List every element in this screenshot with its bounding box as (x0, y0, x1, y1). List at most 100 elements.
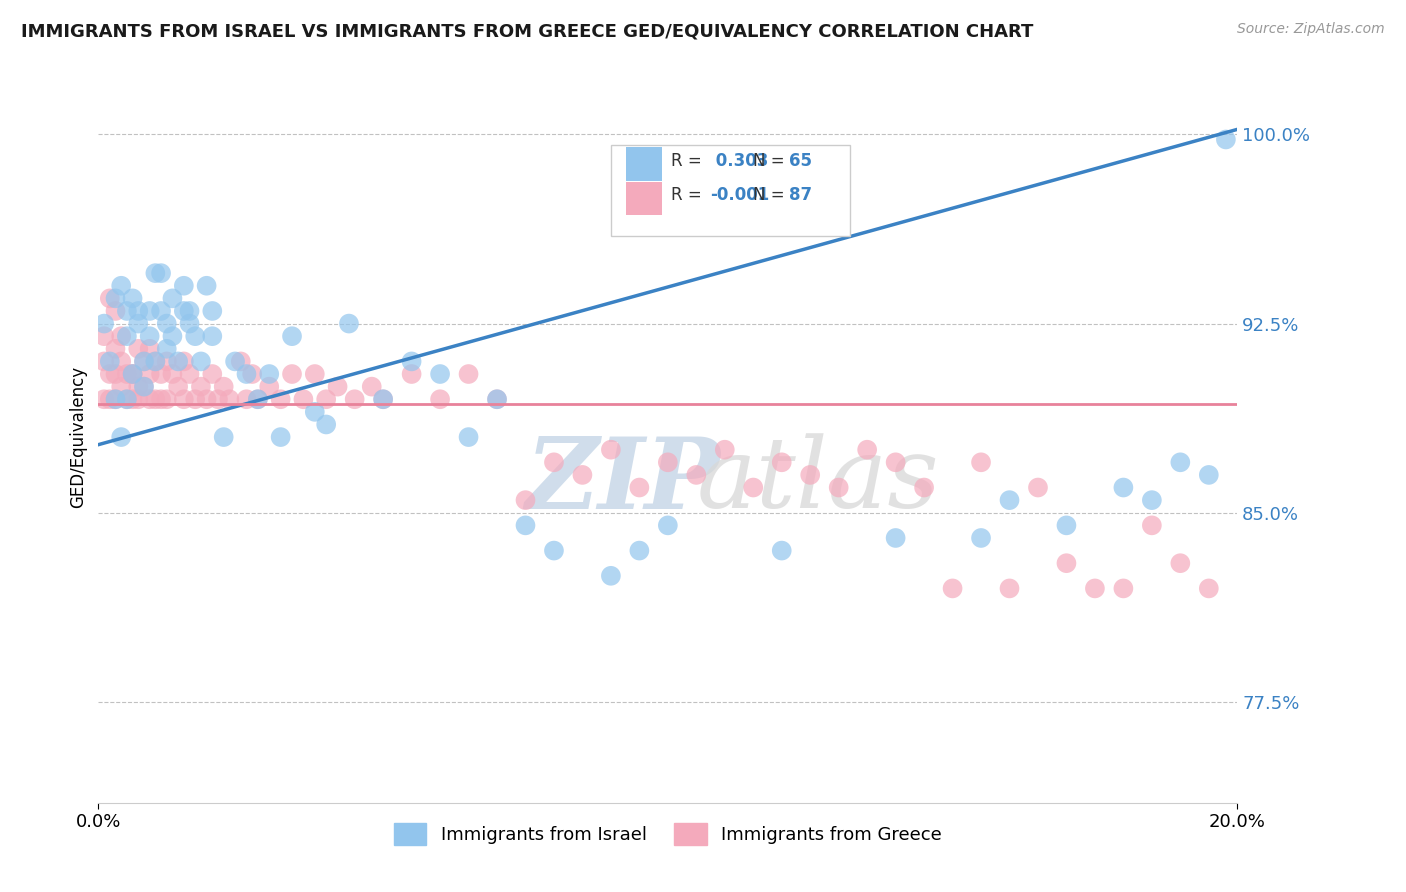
Point (1056, 556, 1078, 570)
Point (201, 329, 224, 343)
Point (998, 582, 1021, 596)
Point (1215, 132, 1237, 146)
Point (571, 467, 593, 482)
Y-axis label: GED/Equivalency: GED/Equivalency (69, 366, 87, 508)
Point (145, 354, 167, 368)
Point (132, 379, 155, 393)
Point (138, 329, 160, 343)
Point (1170, 556, 1192, 570)
Point (942, 582, 965, 596)
Point (121, 367, 143, 381)
FancyBboxPatch shape (612, 145, 851, 235)
Point (770, 543, 793, 558)
Point (115, 329, 138, 343)
Text: R =: R = (671, 186, 707, 204)
Point (856, 442, 879, 457)
Point (156, 392, 179, 407)
Text: N =: N = (754, 152, 790, 169)
Point (912, 481, 935, 495)
Point (770, 455, 793, 469)
Point (486, 392, 509, 407)
Legend: Immigrants from Israel, Immigrants from Greece: Immigrants from Israel, Immigrants from … (387, 816, 949, 852)
Point (304, 405, 326, 419)
Point (224, 354, 246, 368)
Point (179, 367, 201, 381)
Point (373, 392, 395, 407)
Point (628, 481, 651, 495)
Point (132, 354, 155, 368)
Point (1198, 467, 1220, 482)
Point (270, 430, 292, 444)
Point (401, 354, 423, 368)
Point (1140, 493, 1163, 508)
Point (115, 304, 138, 318)
Point (93, 317, 115, 331)
Point (600, 442, 623, 457)
Text: IMMIGRANTS FROM ISRAEL VS IMMIGRANTS FROM GREECE GED/EQUIVALENCY CORRELATION CHA: IMMIGRANTS FROM ISRAEL VS IMMIGRANTS FRO… (21, 22, 1033, 40)
Point (1112, 481, 1135, 495)
Point (167, 354, 190, 368)
Point (93, 354, 115, 368)
Point (235, 367, 257, 381)
Point (429, 392, 451, 407)
Point (515, 493, 537, 508)
Text: atlas: atlas (696, 434, 939, 529)
Point (207, 392, 229, 407)
Point (212, 430, 235, 444)
Point (201, 367, 224, 381)
Point (127, 342, 149, 356)
Point (714, 442, 737, 457)
Point (162, 329, 184, 343)
Text: Source: ZipAtlas.com: Source: ZipAtlas.com (1237, 22, 1385, 37)
Point (657, 518, 679, 533)
Point (173, 304, 195, 318)
Point (132, 379, 155, 393)
Point (685, 467, 707, 482)
Point (828, 481, 851, 495)
Point (110, 278, 132, 293)
Point (150, 304, 173, 318)
Point (218, 392, 240, 407)
Point (93, 392, 115, 407)
Point (104, 392, 127, 407)
Point (270, 392, 292, 407)
Point (1056, 518, 1078, 533)
Point (246, 392, 269, 407)
Point (1140, 518, 1163, 533)
Point (127, 379, 149, 393)
Point (195, 392, 218, 407)
Point (145, 354, 167, 368)
Point (93, 329, 115, 343)
Point (98, 291, 121, 305)
Point (628, 543, 651, 558)
Point (179, 317, 201, 331)
Point (360, 379, 382, 393)
Point (104, 342, 127, 356)
Text: 65: 65 (789, 152, 811, 169)
Point (401, 367, 423, 381)
Point (486, 392, 509, 407)
Text: ZIP: ZIP (526, 433, 720, 529)
Point (281, 329, 304, 343)
Point (150, 266, 173, 280)
Point (150, 367, 173, 381)
FancyBboxPatch shape (626, 182, 662, 216)
Point (121, 367, 143, 381)
Point (110, 430, 132, 444)
Point (246, 392, 269, 407)
Point (145, 266, 167, 280)
Point (429, 367, 451, 381)
Point (110, 329, 132, 343)
FancyBboxPatch shape (626, 147, 662, 181)
Point (1084, 582, 1107, 596)
Point (259, 379, 281, 393)
Point (515, 518, 537, 533)
Point (115, 367, 138, 381)
Point (201, 304, 224, 318)
Point (1170, 455, 1192, 469)
Point (127, 304, 149, 318)
Point (190, 379, 212, 393)
Point (156, 317, 179, 331)
Point (457, 367, 479, 381)
Point (799, 467, 821, 482)
